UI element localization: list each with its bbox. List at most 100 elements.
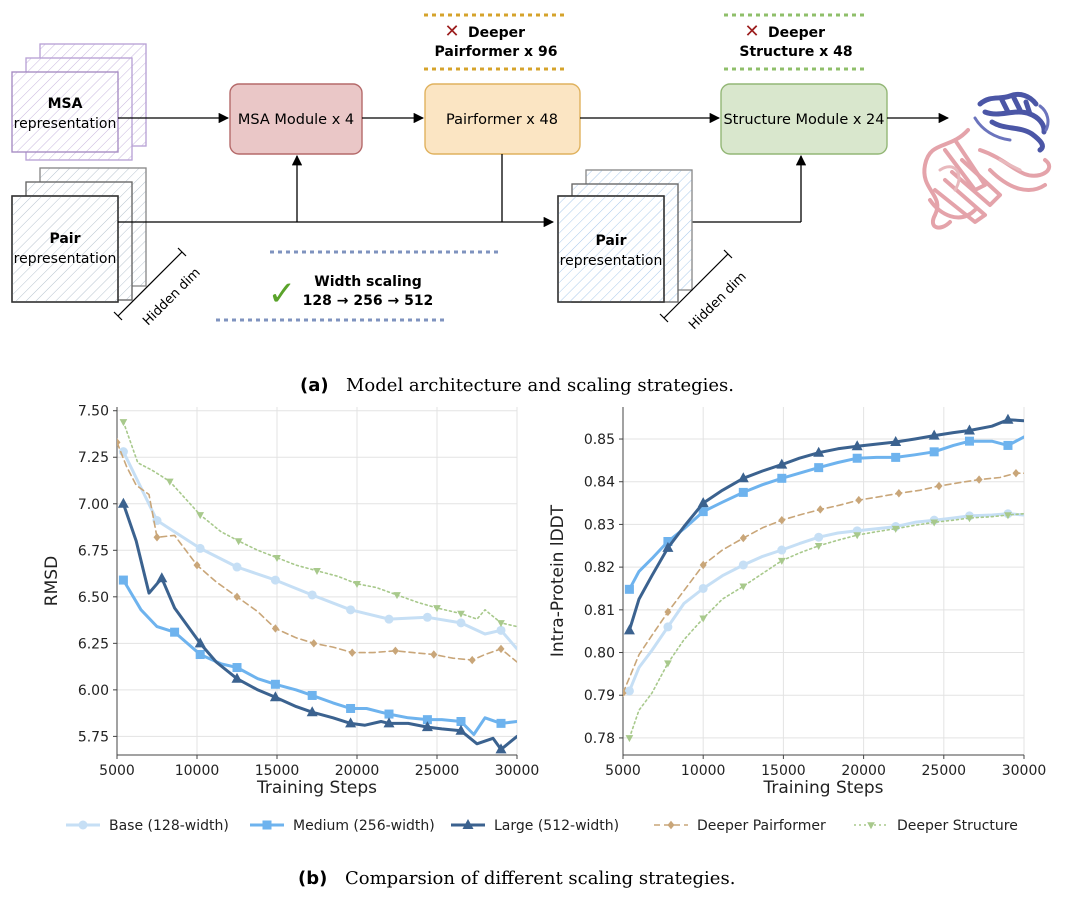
- legend-marker: [667, 820, 675, 830]
- rmsd-point-deeper-pairformer: [468, 655, 476, 665]
- rmsd-x-tick-label: 30000: [495, 763, 540, 779]
- rmsd-point-base-128-width: [496, 625, 506, 635]
- caption-b: (b) Comparsion of different scaling stra…: [298, 868, 735, 889]
- lddt-point-medium-256-width: [698, 507, 708, 517]
- lddt-point-deeper-structure: [965, 515, 974, 523]
- rmsd-point-deeper-pairformer: [497, 644, 505, 654]
- caption-a-text: Model architecture and scaling strategie…: [346, 375, 734, 396]
- lddt-point-large-512-width: [662, 541, 674, 552]
- rmsd-point-medium-256-width: [232, 663, 242, 673]
- rmsd-point-deeper-structure: [196, 512, 205, 520]
- msa-module-label: MSA Module x 4: [238, 112, 354, 128]
- x-mark-icon: ✕: [744, 21, 759, 42]
- rmsd-point-medium-256-width: [307, 690, 317, 700]
- pair-representation-stack-left: Pair representation Hidden dim: [11, 167, 204, 329]
- lddt-point-base-128-width: [814, 532, 824, 542]
- rmsd-point-medium-256-width: [346, 703, 356, 713]
- rmsd-point-large-512-width: [345, 717, 357, 728]
- rmsd-point-large-512-width: [421, 721, 433, 732]
- lddt-series-deeper-structure: [628, 512, 1024, 739]
- lddt-point-deeper-structure: [625, 735, 634, 743]
- lddt-series-medium-256-width: [627, 435, 1024, 591]
- check-mark-icon: ✓: [268, 274, 297, 314]
- msa-repr-bold: MSA: [48, 96, 83, 112]
- lddt-point-medium-256-width: [663, 537, 673, 547]
- rmsd-y-tick-label: 5.75: [78, 729, 109, 745]
- rmsd-point-deeper-structure: [457, 610, 465, 618]
- pairformer-label: Pairformer x 48: [446, 112, 558, 128]
- rmsd-point-deeper-pairformer: [348, 648, 356, 657]
- rmsd-point-deeper-pairformer: [153, 533, 161, 542]
- lddt-y-tick-label: 0.78: [584, 731, 615, 747]
- lddt-point-deeper-structure: [777, 557, 786, 565]
- rmsd-point-medium-256-width: [170, 627, 180, 637]
- hidden-dim-bracket-left: [117, 251, 183, 317]
- rmsd-x-tick-label: 20000: [335, 763, 380, 779]
- rmsd-point-deeper-structure: [165, 478, 174, 486]
- rmsd-series-medium-256-width: [121, 578, 517, 736]
- legend-item-base-128-width: Base (128-width): [66, 818, 229, 834]
- rmsd-x-tick-label: 25000: [415, 763, 460, 779]
- lddt-point-deeper-pairformer: [699, 560, 707, 570]
- legend-label: Large (512-width): [494, 818, 619, 834]
- lddt-series-deeper-pairformer: [623, 472, 1024, 694]
- legend-label: Base (128-width): [109, 818, 229, 834]
- lddt-point-deeper-structure: [664, 660, 672, 668]
- lddt-point-base-128-width: [663, 622, 673, 632]
- rmsd-point-base-128-width: [270, 575, 280, 585]
- deeper-structure-line2: Structure x 48: [739, 44, 852, 60]
- rmsd-y-axis-label: RMSD: [42, 556, 62, 606]
- lddt-y-tick-label: 0.82: [584, 560, 615, 576]
- pair-repr-right-label: representation: [560, 253, 663, 269]
- rmsd-x-tick-label: 5000: [99, 763, 135, 779]
- lddt-y-tick-label: 0.80: [584, 646, 615, 662]
- rmsd-point-deeper-pairformer: [391, 646, 399, 655]
- rmsd-point-deeper-structure: [353, 580, 361, 588]
- lddt-x-tick-label: 5000: [605, 763, 641, 779]
- rmsd-y-tick-label: 7.00: [78, 497, 109, 513]
- legend-marker: [78, 820, 88, 830]
- lddt-point-large-512-width: [813, 446, 825, 457]
- lddt-y-tick-label: 0.81: [584, 603, 615, 619]
- lddt-point-deeper-pairformer: [778, 515, 786, 525]
- lddt-point-base-128-width: [777, 545, 787, 555]
- rmsd-y-tick-label: 6.50: [78, 590, 109, 606]
- lddt-point-deeper-pairformer: [739, 533, 747, 543]
- lddt-point-deeper-pairformer: [664, 607, 672, 617]
- rmsd-x-tick-label: 15000: [255, 763, 300, 779]
- x-mark-icon: ✕: [444, 21, 459, 42]
- lddt-point-large-512-width: [851, 440, 863, 451]
- lddt-point-large-512-width: [963, 424, 975, 435]
- rmsd-point-medium-256-width: [384, 709, 394, 719]
- rmsd-plot-area: [117, 419, 517, 754]
- structure-module-label: Structure Module x 24: [723, 112, 884, 128]
- lddt-point-deeper-pairformer: [935, 481, 943, 491]
- rmsd-point-deeper-pairformer: [310, 639, 318, 648]
- lddt-x-tick-label: 20000: [841, 763, 886, 779]
- rmsd-point-deeper-pairformer: [233, 592, 241, 602]
- rmsd-point-large-512-width: [269, 691, 281, 702]
- legend-marker: [262, 820, 272, 830]
- lddt-x-axis-label: Training Steps: [762, 778, 883, 798]
- rmsd-point-base-128-width: [346, 605, 356, 615]
- lddt-point-medium-256-width: [1003, 440, 1013, 450]
- lddt-point-deeper-pairformer: [1012, 468, 1020, 478]
- lddt-y-tick-label: 0.79: [584, 688, 615, 704]
- lddt-point-large-512-width: [890, 436, 902, 447]
- lddt-point-deeper-structure: [853, 532, 862, 540]
- lddt-y-tick-label: 0.84: [584, 475, 615, 491]
- rmsd-point-large-512-width: [231, 672, 243, 683]
- lddt-x-tick-label: 10000: [681, 763, 726, 779]
- hidden-dim-bracket-right: [663, 253, 729, 319]
- rmsd-point-medium-256-width: [270, 679, 280, 689]
- lddt-y-tick-label: 0.83: [584, 517, 615, 533]
- deeper-pairformer-line2: Pairformer x 96: [435, 44, 558, 60]
- rmsd-point-medium-256-width: [456, 717, 466, 727]
- legend-label: Deeper Pairformer: [697, 818, 826, 834]
- legend-item-medium-256-width: Medium (256-width): [250, 818, 435, 834]
- legend-item-large-512-width: Large (512-width): [451, 818, 619, 834]
- pair-repr-left-bold: Pair: [49, 231, 80, 247]
- lddt-point-large-512-width: [928, 429, 940, 440]
- lddt-x-tick-label: 15000: [761, 763, 806, 779]
- caption-b-text: Comparsion of different scaling strategi…: [345, 868, 735, 889]
